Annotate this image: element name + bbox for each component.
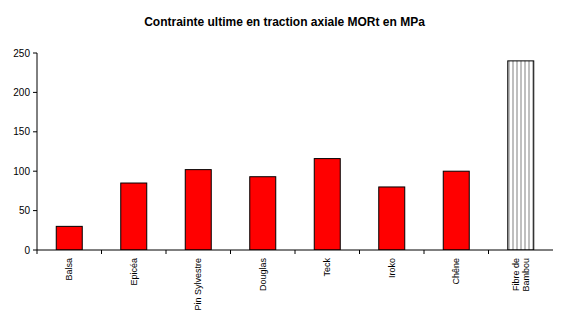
- x-tick-label: Chêne: [451, 258, 461, 285]
- chart-svg: Contrainte ultime en traction axiale MOR…: [0, 0, 561, 324]
- bar: [121, 183, 147, 250]
- bar: [250, 177, 276, 250]
- x-tick: [295, 250, 296, 254]
- y-tick-label: 0: [24, 245, 30, 256]
- background: [0, 0, 561, 324]
- x-tick-label: Iroko: [387, 258, 397, 278]
- x-tick-label-line: Fibre de: [511, 258, 521, 291]
- bar: [508, 61, 534, 250]
- x-tick-label: Douglas: [258, 258, 268, 292]
- y-tick-label: 200: [13, 87, 30, 98]
- x-tick: [37, 250, 38, 254]
- x-tick-label: Fibre deBambou: [511, 258, 531, 292]
- y-tick-label: 100: [13, 166, 30, 177]
- x-tick-label: Teck: [322, 258, 332, 277]
- x-tick: [359, 250, 360, 254]
- y-tick: [33, 131, 37, 132]
- y-tick: [33, 53, 37, 54]
- x-tick-label: Epicéa: [129, 258, 139, 286]
- y-tick-label: 150: [13, 126, 30, 137]
- bar: [379, 187, 405, 250]
- y-axis: [37, 53, 38, 250]
- y-tick: [33, 250, 37, 251]
- x-tick-label-line: Bambou: [521, 258, 531, 292]
- bar: [314, 159, 340, 250]
- x-tick: [488, 250, 489, 254]
- y-tick: [33, 92, 37, 93]
- y-tick-label: 50: [19, 205, 31, 216]
- x-tick: [424, 250, 425, 254]
- y-tick: [33, 210, 37, 211]
- x-tick: [166, 250, 167, 254]
- bar: [443, 171, 469, 250]
- bars: [56, 61, 534, 250]
- x-tick-label: Pin Sylvestre: [193, 258, 203, 311]
- y-tick: [33, 171, 37, 172]
- title: Contrainte ultime en traction axiale MOR…: [144, 15, 425, 29]
- chart-container: Contrainte ultime en traction axiale MOR…: [0, 0, 561, 324]
- bar: [185, 170, 211, 250]
- y-tick-label: 250: [13, 48, 30, 59]
- x-tick: [230, 250, 231, 254]
- bar: [56, 226, 82, 250]
- x-tick-label: Balsa: [64, 258, 74, 281]
- x-tick: [101, 250, 102, 254]
